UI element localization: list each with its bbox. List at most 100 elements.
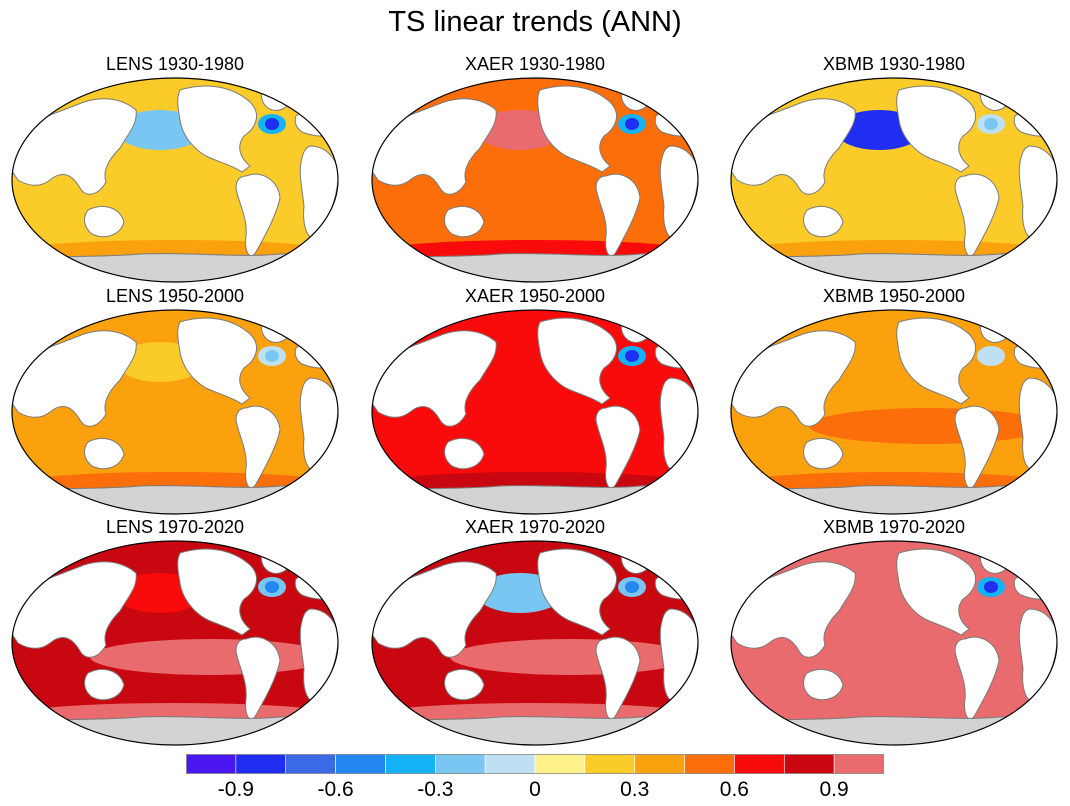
south-america-land [595, 173, 641, 257]
map-svg [371, 540, 699, 746]
north-atlantic-trend-core [625, 581, 639, 593]
australia-land [444, 438, 485, 470]
antarctica-land [372, 485, 698, 514]
map-svg [11, 77, 339, 283]
colorbar-tick-label: 0 [529, 778, 541, 801]
north-america-land [177, 548, 258, 636]
antarctica-land [12, 485, 338, 514]
north-atlantic-trend-core [265, 118, 279, 130]
africa-land [299, 608, 338, 702]
north-atlantic-trend-core [625, 350, 639, 362]
panel-title: XBMB 1950-2000 [822, 286, 966, 306]
map-panel-lens-1970-2020: LENS 1970-2020 [10, 517, 340, 749]
map-border [11, 309, 339, 515]
map-content [372, 78, 698, 282]
australia-land [84, 669, 125, 701]
chart-title: TS linear trends (ANN) [388, 6, 682, 38]
australia-land [84, 206, 125, 238]
map-svg [730, 309, 1058, 515]
colorbar-swatch [385, 754, 436, 774]
tropical-trend-band [90, 639, 330, 675]
map-svg [371, 77, 699, 283]
colorbar-tick-label: -0.3 [417, 778, 454, 801]
colorbar-swatch [584, 754, 636, 774]
north-america-land [896, 548, 977, 636]
tropical-trend-band [809, 176, 1049, 212]
tropical-trend-band [450, 176, 690, 212]
south-america-land [954, 405, 1000, 489]
north-america-land [537, 85, 618, 173]
australia-land [444, 669, 485, 701]
map-content [12, 310, 338, 514]
asia-land [12, 98, 137, 195]
panel-title: LENS 1950-2000 [105, 286, 245, 306]
colorbar-swatch [434, 754, 486, 774]
map-panel-xbmb-1950-2000: XBMB 1950-2000 [729, 286, 1059, 518]
antarctica-land [731, 716, 1057, 745]
tropical-trend-band [450, 639, 690, 675]
map-svg [11, 309, 339, 515]
antarctica-land [731, 253, 1057, 282]
panel-title: XAER 1970-2020 [464, 517, 606, 537]
colorbar-swatch [534, 754, 586, 774]
colorbar-tick-label: -0.6 [317, 778, 354, 801]
colorbar-tick-label: 0.9 [819, 778, 849, 801]
colorbar-swatch [285, 754, 336, 774]
north-atlantic-trend-core [265, 581, 279, 593]
africa-land [299, 145, 338, 239]
colorbar-swatch [484, 754, 536, 774]
map-border [730, 309, 1058, 515]
panel-title: XBMB 1970-2020 [822, 517, 966, 537]
panel-title: XAER 1950-2000 [464, 286, 606, 306]
north-atlantic-trend-core [625, 118, 639, 130]
tropical-trend-band [90, 176, 330, 212]
north-atlantic-trend-core [984, 350, 998, 362]
south-america-land [954, 173, 1000, 257]
asia-land [12, 561, 137, 658]
tropical-trend-band [809, 639, 1049, 675]
map-border [371, 77, 699, 283]
australia-land [803, 669, 844, 701]
map-svg [11, 540, 339, 746]
africa-land [1018, 377, 1057, 471]
north-america-land [896, 85, 977, 173]
tropical-trend-band [90, 408, 330, 444]
colorbar-svg [186, 754, 884, 774]
map-panel-xbmb-1970-2020: XBMB 1970-2020 [729, 517, 1059, 749]
north-america-land [537, 317, 618, 405]
asia-land [372, 330, 497, 427]
asia-land [372, 98, 497, 195]
africa-land [299, 377, 338, 471]
map-content [731, 541, 1057, 745]
north-america-land [177, 317, 258, 405]
australia-land [803, 438, 844, 470]
south-america-land [595, 405, 641, 489]
south-america-land [595, 636, 641, 720]
map-svg [371, 309, 699, 515]
south-america-land [235, 636, 281, 720]
tropical-trend-band [450, 408, 690, 444]
panel-title: LENS 1970-2020 [105, 517, 245, 537]
map-content [12, 78, 338, 282]
map-border [11, 77, 339, 283]
map-panel-xaer-1930-1980: XAER 1930-1980 [370, 54, 700, 286]
asia-land [731, 561, 856, 658]
south-america-land [235, 405, 281, 489]
map-panel-xbmb-1930-1980: XBMB 1930-1980 [729, 54, 1059, 286]
colorbar-swatch [734, 754, 785, 774]
colorbar-tick-label: 0.6 [719, 778, 749, 801]
map-border [730, 540, 1058, 746]
colorbar-tick-label: -0.9 [217, 778, 254, 801]
map-panel-lens-1950-2000: LENS 1950-2000 [10, 286, 340, 518]
africa-land [1018, 608, 1057, 702]
asia-land [12, 330, 137, 427]
map-svg [730, 540, 1058, 746]
asia-land [731, 98, 856, 195]
asia-land [731, 330, 856, 427]
africa-land [659, 608, 698, 702]
map-content [731, 78, 1057, 282]
tropical-trend-band [809, 408, 1049, 444]
north-atlantic-trend-core [984, 118, 998, 130]
africa-land [1018, 145, 1057, 239]
map-border [11, 540, 339, 746]
